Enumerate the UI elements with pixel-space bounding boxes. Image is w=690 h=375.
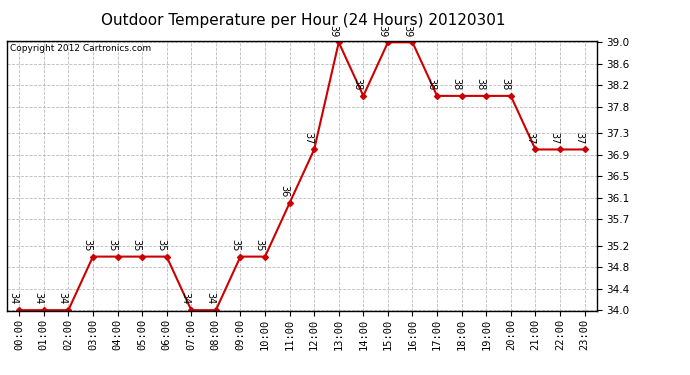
- Text: 37: 37: [525, 132, 535, 144]
- Text: 38: 38: [451, 78, 461, 90]
- Text: 38: 38: [475, 78, 486, 90]
- Text: 34: 34: [206, 292, 215, 304]
- Text: 35: 35: [107, 238, 117, 251]
- Text: 34: 34: [9, 292, 19, 304]
- Text: 37: 37: [574, 132, 584, 144]
- Text: 35: 35: [82, 238, 92, 251]
- Text: 34: 34: [33, 292, 43, 304]
- Text: 39: 39: [328, 24, 338, 37]
- Text: 39: 39: [377, 24, 387, 37]
- Text: 34: 34: [58, 292, 68, 304]
- Text: Outdoor Temperature per Hour (24 Hours) 20120301: Outdoor Temperature per Hour (24 Hours) …: [101, 13, 506, 28]
- Text: 38: 38: [426, 78, 437, 90]
- Text: 35: 35: [156, 238, 166, 251]
- Text: 37: 37: [549, 132, 560, 144]
- Text: 35: 35: [132, 238, 141, 251]
- Text: Copyright 2012 Cartronics.com: Copyright 2012 Cartronics.com: [10, 44, 151, 53]
- Text: 34: 34: [181, 292, 190, 304]
- Text: 39: 39: [402, 24, 412, 37]
- Text: 38: 38: [353, 78, 363, 90]
- Text: 35: 35: [255, 238, 264, 251]
- Text: 35: 35: [230, 238, 240, 251]
- Text: 37: 37: [304, 132, 314, 144]
- Text: 38: 38: [500, 78, 511, 90]
- Text: 36: 36: [279, 185, 289, 198]
